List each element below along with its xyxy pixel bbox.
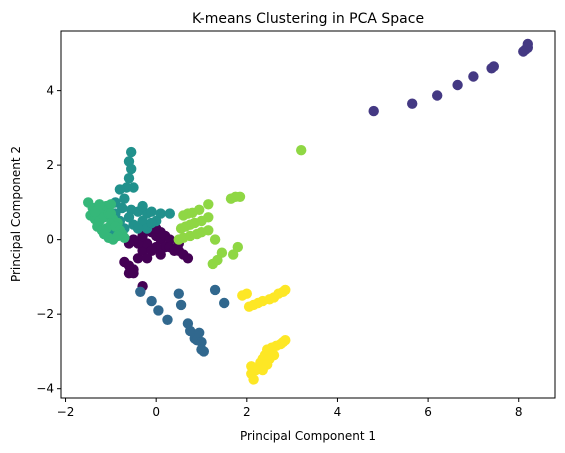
y-tick-label: 2 bbox=[46, 158, 54, 172]
y-axis-label: Principal Component 2 bbox=[9, 146, 23, 282]
data-point bbox=[105, 199, 117, 210]
data-point bbox=[185, 325, 196, 337]
data-point bbox=[146, 245, 157, 256]
data-point bbox=[112, 230, 123, 242]
data-point bbox=[248, 374, 259, 385]
data-point bbox=[123, 173, 135, 184]
x-tick-label: 8 bbox=[515, 405, 523, 419]
data-point bbox=[203, 212, 214, 223]
data-point bbox=[196, 336, 207, 348]
data-point bbox=[123, 212, 135, 223]
x-tick-label: 6 bbox=[424, 405, 432, 419]
data-points bbox=[83, 38, 533, 385]
data-point bbox=[257, 364, 268, 376]
data-point bbox=[175, 299, 187, 311]
x-tick-label: 0 bbox=[152, 405, 160, 419]
plot-frame bbox=[60, 30, 556, 399]
data-point bbox=[368, 105, 379, 117]
y-tick-label: 0 bbox=[46, 233, 54, 247]
data-point bbox=[468, 71, 479, 82]
data-point bbox=[173, 288, 184, 299]
data-point bbox=[137, 215, 148, 227]
data-point bbox=[198, 346, 209, 357]
data-point bbox=[488, 61, 499, 72]
data-point bbox=[194, 204, 205, 215]
data-point bbox=[209, 284, 221, 296]
data-point bbox=[146, 217, 157, 229]
data-point bbox=[194, 327, 205, 338]
y-axis-ticks: −4 −2 0 2 4 bbox=[36, 84, 61, 396]
data-point bbox=[126, 163, 137, 175]
data-point bbox=[452, 79, 463, 91]
data-point bbox=[209, 234, 221, 245]
data-point bbox=[126, 146, 137, 158]
y-tick-label: −2 bbox=[36, 307, 54, 321]
data-point bbox=[132, 253, 144, 264]
data-point bbox=[137, 200, 148, 212]
data-point bbox=[280, 284, 291, 296]
data-point bbox=[219, 297, 230, 309]
data-point bbox=[232, 241, 243, 253]
data-point bbox=[114, 184, 126, 195]
data-point bbox=[155, 249, 166, 260]
data-point bbox=[119, 193, 130, 204]
data-point bbox=[105, 208, 117, 219]
data-point bbox=[280, 335, 291, 346]
data-point bbox=[241, 288, 252, 299]
data-point bbox=[162, 314, 173, 325]
data-point bbox=[164, 208, 175, 219]
data-point bbox=[94, 199, 105, 210]
data-point bbox=[128, 182, 139, 193]
data-point bbox=[228, 249, 239, 260]
data-point bbox=[146, 295, 157, 307]
x-axis-ticks: −2 0 2 4 6 8 bbox=[57, 398, 523, 419]
data-point bbox=[522, 38, 533, 50]
data-point bbox=[141, 253, 153, 264]
data-point bbox=[146, 206, 157, 217]
data-point bbox=[203, 225, 214, 236]
data-point bbox=[407, 98, 418, 109]
y-tick-label: 4 bbox=[46, 84, 54, 98]
data-point bbox=[182, 253, 194, 264]
chart-title: K-means Clustering in PCA Space bbox=[192, 11, 424, 27]
x-tick-label: −2 bbox=[57, 405, 75, 419]
data-point bbox=[234, 191, 246, 202]
data-point bbox=[164, 234, 175, 245]
data-point bbox=[296, 145, 307, 156]
y-tick-label: −4 bbox=[36, 382, 54, 396]
data-point bbox=[153, 305, 164, 316]
data-point bbox=[132, 223, 144, 234]
x-axis-label: Principal Component 1 bbox=[240, 429, 376, 443]
x-tick-label: 2 bbox=[243, 405, 251, 419]
data-point bbox=[135, 286, 146, 297]
data-point bbox=[203, 199, 214, 210]
data-point bbox=[207, 258, 218, 270]
data-point bbox=[432, 90, 443, 101]
data-point bbox=[128, 268, 139, 279]
x-tick-label: 4 bbox=[334, 405, 342, 419]
